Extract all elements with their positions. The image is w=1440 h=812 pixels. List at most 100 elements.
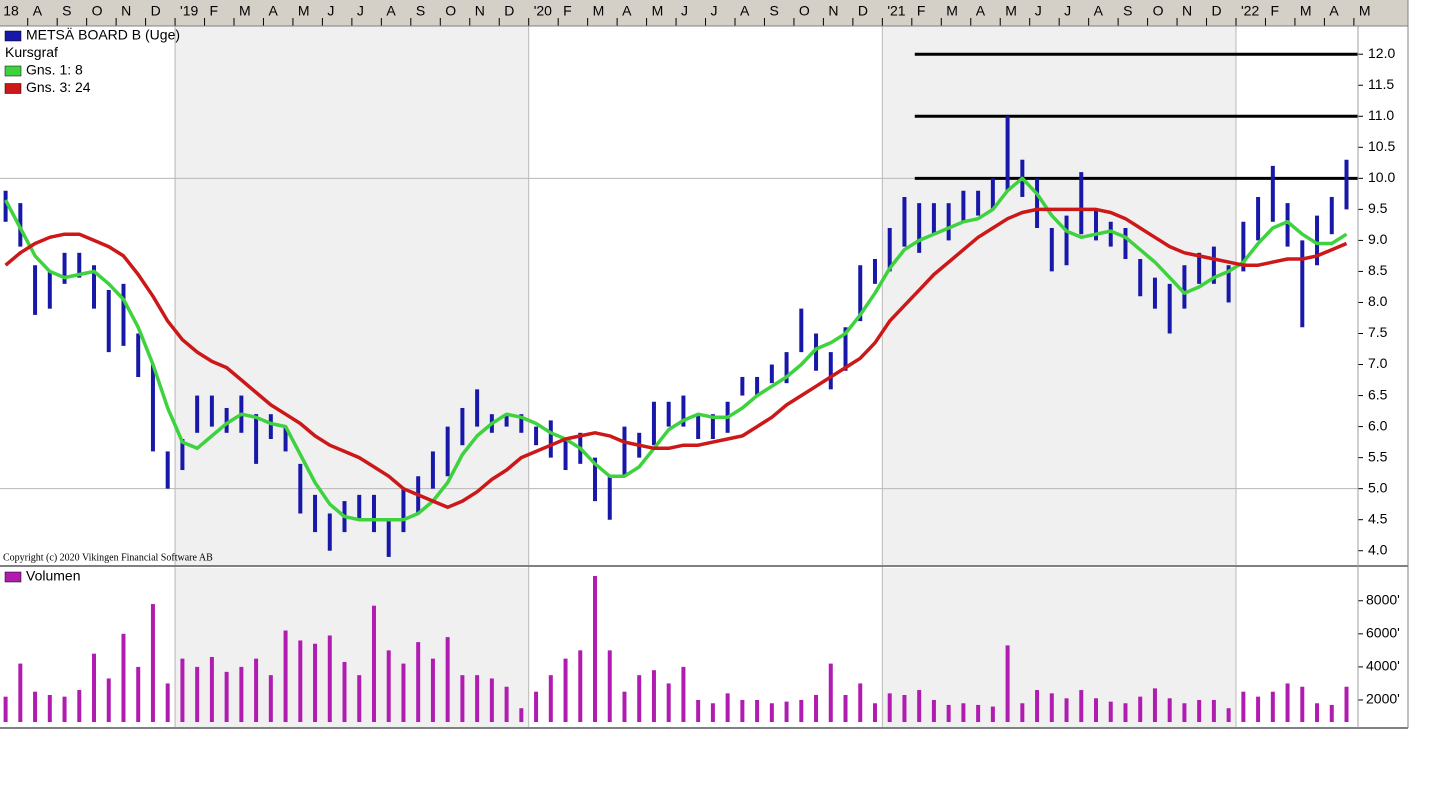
volume-bar — [1064, 698, 1069, 722]
x-tick-label: M — [652, 3, 664, 19]
x-tick-label: D — [151, 3, 161, 19]
volume-bar — [283, 630, 288, 722]
volume-bar — [946, 704, 951, 722]
x-tick-label: D — [504, 3, 514, 19]
x-tick-label: N — [1182, 3, 1192, 19]
volume-bar — [1035, 690, 1040, 722]
x-tick-label: F — [917, 3, 926, 19]
x-tick-label: '20 — [534, 3, 552, 19]
x-tick-label: 18 — [3, 3, 19, 19]
y-tick-label: 7.0 — [1368, 355, 1388, 371]
y-tick-label: 11.0 — [1368, 107, 1394, 123]
copyright: Copyright (c) 2020 Vikingen Financial So… — [3, 552, 213, 563]
x-tick-label: N — [828, 3, 838, 19]
volume-bar — [725, 693, 730, 722]
volume-bar — [740, 699, 745, 722]
volume-bar — [18, 663, 23, 722]
time-axis-bar — [0, 0, 1408, 26]
volume-bar — [593, 575, 598, 722]
volume-bar — [784, 701, 789, 722]
volume-bar — [681, 666, 686, 722]
x-tick-label: N — [475, 3, 485, 19]
volume-bar — [1226, 708, 1231, 722]
y-tick-label: 10.0 — [1368, 169, 1395, 185]
volume-bar — [254, 658, 259, 722]
x-tick-label: S — [1123, 3, 1132, 19]
volume-bar — [1315, 703, 1320, 722]
volume-bar — [430, 658, 435, 722]
volume-bar — [1344, 686, 1349, 722]
volume-bar — [1256, 696, 1261, 722]
x-tick-label: A — [1094, 3, 1104, 19]
x-tick-label: A — [268, 3, 278, 19]
legend-swatch — [4, 65, 22, 77]
volume-bar — [136, 666, 141, 722]
volume-bar — [858, 683, 863, 722]
volume-bar — [445, 637, 450, 722]
volume-bar — [62, 696, 67, 722]
x-tick-label: A — [740, 3, 750, 19]
volume-bar — [710, 703, 715, 722]
y-tick-label: 10.5 — [1368, 138, 1395, 154]
legend-label: Gns. 3: 24 — [26, 79, 91, 95]
y-tick-label: 6.0 — [1368, 417, 1388, 433]
y-tick-label: 6.5 — [1368, 386, 1388, 402]
x-tick-label: F — [210, 3, 219, 19]
y-tick-label: 11.5 — [1368, 76, 1394, 92]
volume-bar — [224, 671, 229, 722]
y-tick-label: 8000' — [1366, 591, 1400, 607]
volume-bar — [1005, 645, 1010, 722]
volume-bar — [239, 666, 244, 722]
x-tick-label: S — [62, 3, 71, 19]
y-tick-label: 9.0 — [1368, 231, 1388, 247]
x-tick-label: J — [327, 3, 334, 19]
volume-bar — [828, 663, 833, 722]
volume-bar — [1108, 701, 1113, 722]
x-tick-label: M — [1359, 3, 1371, 19]
volume-bar — [268, 675, 273, 722]
volume-bar — [1241, 691, 1246, 722]
volume-bar — [666, 683, 671, 722]
volume-bar — [1211, 699, 1216, 722]
x-tick-label: M — [946, 3, 958, 19]
volume-bar — [1197, 699, 1202, 722]
volume-bar — [1182, 703, 1187, 722]
x-tick-label: '22 — [1241, 3, 1259, 19]
volume-bar — [519, 708, 524, 722]
y-tick-label: 8.5 — [1368, 262, 1388, 278]
y-tick-label: 7.5 — [1368, 324, 1388, 340]
volume-bar — [843, 695, 848, 722]
y-tick-label: 6000' — [1366, 625, 1400, 641]
x-tick-label: O — [92, 3, 103, 19]
volume-bar — [534, 691, 539, 722]
volume-bar — [1138, 696, 1143, 722]
volume-bar — [460, 675, 465, 722]
volume-bar — [1167, 698, 1172, 722]
x-tick-label: F — [1270, 3, 1279, 19]
y-tick-label: 4.0 — [1368, 541, 1388, 557]
volume-bar — [755, 699, 760, 722]
volume-bar — [622, 691, 627, 722]
volume-bar — [990, 706, 995, 722]
volume-bar — [106, 678, 111, 722]
volume-bar — [563, 658, 568, 722]
volume-bar — [313, 643, 318, 722]
volume-bar — [696, 699, 701, 722]
x-tick-label: J — [1064, 3, 1071, 19]
x-tick-label: A — [1329, 3, 1339, 19]
x-tick-label: M — [1005, 3, 1017, 19]
year-band — [882, 568, 1236, 728]
x-tick-label: O — [445, 3, 456, 19]
x-tick-label: '19 — [180, 3, 198, 19]
volume-bar — [1094, 698, 1099, 722]
volume-bar — [475, 675, 480, 722]
y-tick-label: 12.0 — [1368, 45, 1395, 61]
volume-bar — [872, 703, 877, 722]
volume-bar — [1049, 693, 1054, 722]
volume-bar — [77, 690, 82, 722]
legend-swatch — [4, 571, 22, 583]
volume-bar — [92, 653, 97, 722]
moving-average — [4, 176, 1348, 522]
volume-bar — [165, 683, 170, 722]
